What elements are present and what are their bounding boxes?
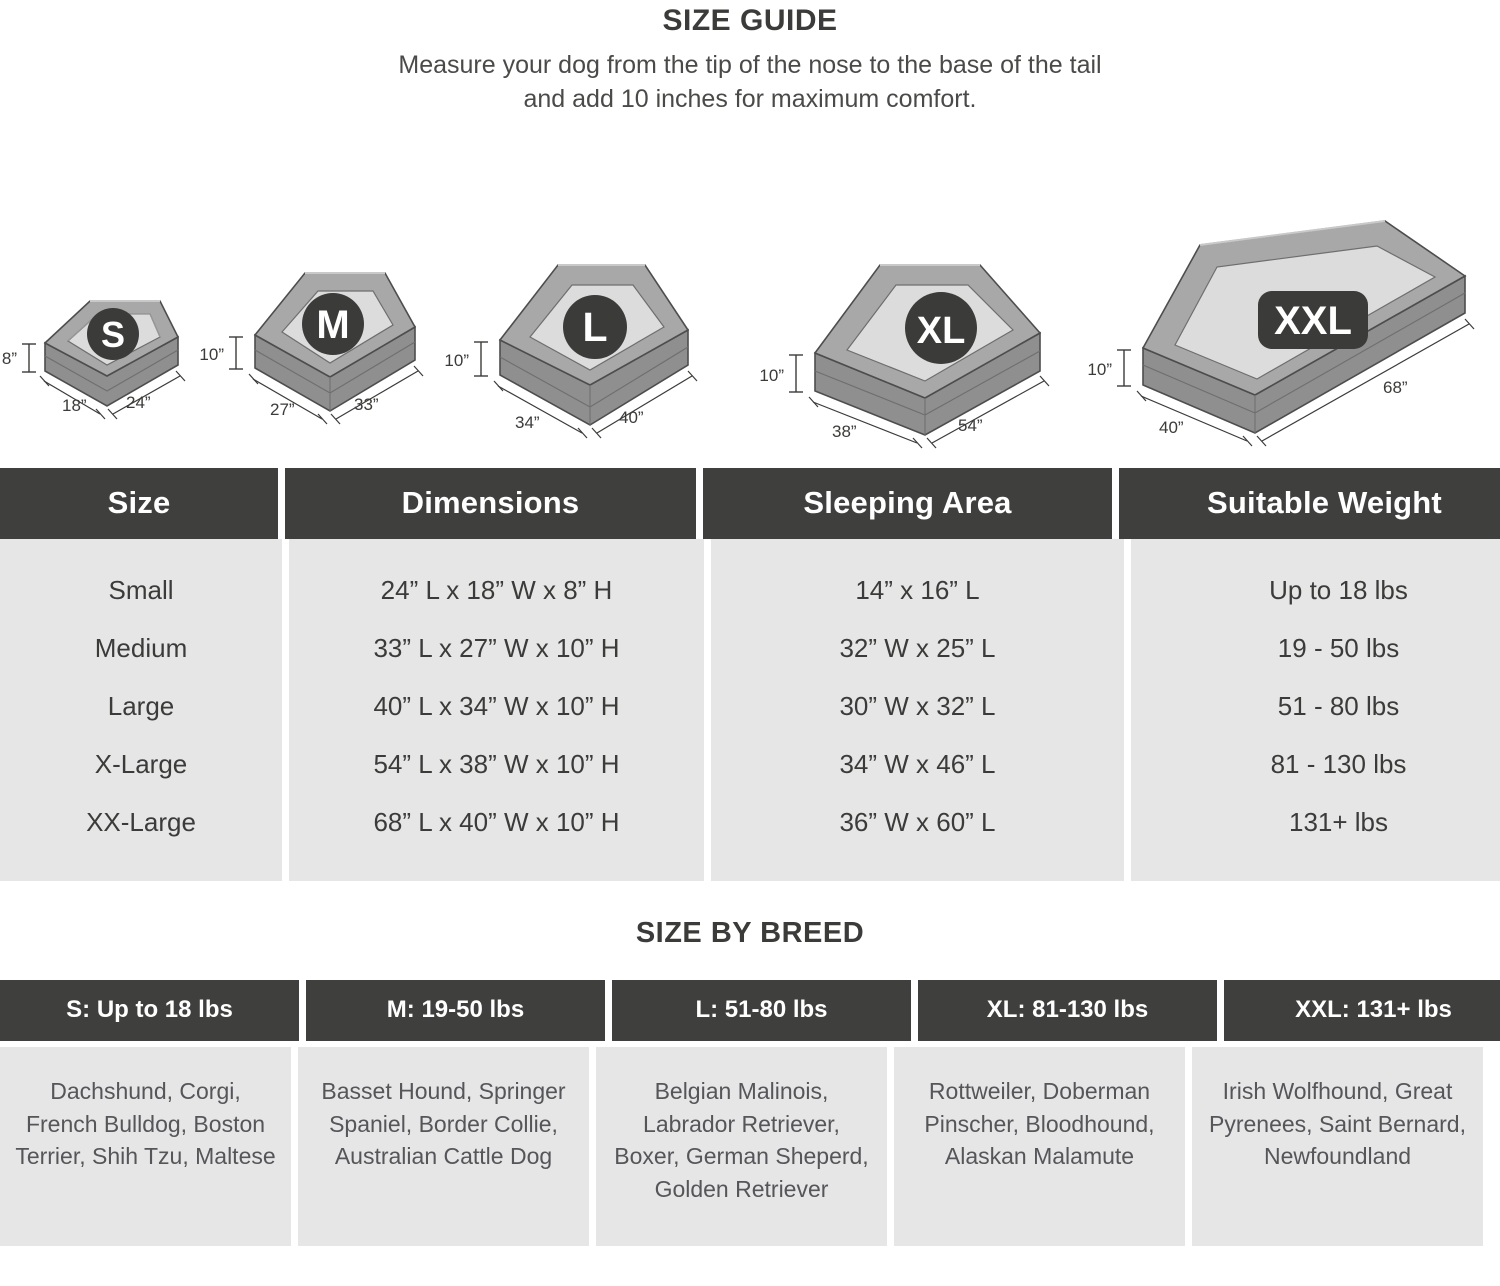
bed-illustration-s: S 8” 18” 24” <box>0 248 250 428</box>
breed-table: S: Up to 18 lbs M: 19-50 lbs L: 51-80 lb… <box>0 980 1500 1246</box>
dim-length-s <box>107 370 186 420</box>
size-table: Size Dimensions Sleeping Area Suitable W… <box>0 468 1500 881</box>
dim-width-xxl <box>1136 390 1253 447</box>
table-row: 14” x 16” L <box>855 575 980 605</box>
bed-illustration-xxl: XXL 10” 40” 68” <box>1087 203 1500 458</box>
dim-height-label-l: 10” <box>444 351 469 370</box>
breed-body-row: Dachshund, Corgi, French Bulldog, Boston… <box>0 1047 1500 1246</box>
dim-height-s <box>22 343 36 373</box>
dim-height-label-xl: 10” <box>759 366 784 385</box>
size-badge-label-s: S <box>101 314 125 355</box>
breed-header-xxl: XXL: 131+ lbs <box>1224 980 1500 1041</box>
size-table-body: Small Medium Large X-Large XX-Large 24” … <box>0 539 1500 881</box>
table-row: 81 - 130 lbs <box>1270 749 1407 779</box>
column-header-sleeping-area: Sleeping Area <box>703 468 1112 539</box>
size-badge-xl: XL <box>905 292 977 364</box>
column-header-size: Size <box>0 468 278 539</box>
table-row: 54” L x 38” W x 10” H <box>373 749 620 779</box>
dim-height-label-s: 8” <box>2 349 17 368</box>
breed-header-s: S: Up to 18 lbs <box>0 980 299 1041</box>
dim-width-label-s: 18” <box>62 396 87 415</box>
dim-length-xxl <box>1256 318 1475 447</box>
breed-header-row: S: Up to 18 lbs M: 19-50 lbs L: 51-80 lb… <box>0 980 1500 1041</box>
table-row: 33” L x 27” W x 10” H <box>373 633 620 663</box>
breed-list-m: Basset Hound, Springer Spaniel, Border C… <box>298 1047 589 1246</box>
dim-length-m <box>330 365 424 425</box>
dim-length-label-m: 33” <box>354 395 379 414</box>
dim-height-xxl <box>1117 349 1131 387</box>
size-badge-label-l: L <box>582 304 607 350</box>
size-badge-xxl: XXL <box>1258 291 1368 349</box>
table-row: Large <box>107 691 175 721</box>
dim-length-label-l: 40” <box>619 408 644 427</box>
dim-length-label-s: 24” <box>126 393 151 412</box>
dim-width-label-l: 34” <box>515 413 540 432</box>
column-header-dimensions: Dimensions <box>285 468 696 539</box>
subtitle-line-2: and add 10 inches for maximum comfort. <box>523 85 977 113</box>
dim-width-xl <box>808 396 923 449</box>
size-badge-label-xxl: XXL <box>1274 299 1352 343</box>
column-header-suitable-weight: Suitable Weight <box>1119 468 1500 539</box>
table-row: 68” L x 40” W x 10” H <box>373 807 620 837</box>
breed-list-l: Belgian Malinois, Labrador Retriever, Bo… <box>596 1047 887 1246</box>
dim-length-label-xl: 54” <box>958 416 983 435</box>
table-row: Medium <box>94 633 188 663</box>
bed-illustrations: S 8” 18” 24” <box>0 128 1500 458</box>
breed-header-m: M: 19-50 lbs <box>306 980 605 1041</box>
table-row: 32” W x 25” L <box>839 633 996 663</box>
bed-illustration-l: L 10” 34” 40” <box>440 215 770 450</box>
sleeping-area-column: 14” x 16” L 32” W x 25” L 30” W x 32” L … <box>711 539 1124 881</box>
subtitle-line-1: Measure your dog from the tip of the nos… <box>398 51 1102 79</box>
dim-length-label-xxl: 68” <box>1383 378 1408 397</box>
table-row: 36” W x 60” L <box>839 807 996 837</box>
size-badge-m: M <box>302 293 364 355</box>
table-row: 40” L x 34” W x 10” H <box>373 691 620 721</box>
page-subtitle: Measure your dog from the tip of the nos… <box>0 48 1500 116</box>
dim-width-s <box>39 375 106 420</box>
bed-illustration-xl: XL 10” 38” 54” <box>750 213 1120 458</box>
dim-length-l <box>591 370 698 439</box>
dim-length-xl <box>926 375 1050 449</box>
size-badge-s: S <box>87 308 139 360</box>
breed-list-xxl: Irish Wolfhound, Great Pyrenees, Saint B… <box>1192 1047 1483 1246</box>
page-title: SIZE GUIDE <box>662 4 838 37</box>
table-row: X-Large <box>94 749 188 779</box>
table-row: 19 - 50 lbs <box>1277 633 1400 663</box>
dim-height-label-m: 10” <box>199 345 224 364</box>
dim-height-m <box>229 336 243 370</box>
breed-section-title: SIZE BY BREED <box>635 917 865 949</box>
breed-header-xl: XL: 81-130 lbs <box>918 980 1217 1041</box>
page-header: SIZE GUIDE Measure your dog from the tip… <box>0 0 1500 116</box>
table-row: 24” L x 18” W x 8” H <box>380 575 613 605</box>
dim-height-l <box>474 341 488 377</box>
breed-list-xl: Rottweiler, Doberman Pinscher, Bloodhoun… <box>894 1047 1185 1246</box>
size-column: Small Medium Large X-Large XX-Large <box>0 539 282 881</box>
breed-list-s: Dachshund, Corgi, French Bulldog, Boston… <box>0 1047 291 1246</box>
size-table-header-row: Size Dimensions Sleeping Area Suitable W… <box>0 468 1500 539</box>
size-badge-l: L <box>563 295 627 359</box>
suitable-weight-column: Up to 18 lbs 19 - 50 lbs 51 - 80 lbs 81 … <box>1131 539 1500 881</box>
dim-width-label-m: 27” <box>270 400 295 419</box>
dim-width-label-xxl: 40” <box>1159 418 1184 437</box>
breed-header-l: L: 51-80 lbs <box>612 980 911 1041</box>
dim-height-xl <box>789 354 803 393</box>
dim-width-label-xl: 38” <box>832 422 857 441</box>
table-row: 34” W x 46” L <box>839 749 996 779</box>
table-row: 30” W x 32” L <box>839 691 996 721</box>
table-row: 131+ lbs <box>1288 807 1389 837</box>
dim-width-m <box>248 373 328 425</box>
dim-width-l <box>493 380 588 439</box>
dim-height-label-xxl: 10” <box>1087 360 1112 379</box>
bed-illustration-m: M 10” 27” 33” <box>199 225 490 440</box>
table-row: 51 - 80 lbs <box>1277 691 1400 721</box>
size-badge-label-m: M <box>316 303 349 347</box>
size-badge-label-xl: XL <box>917 310 966 352</box>
dimensions-column: 24” L x 18” W x 8” H 33” L x 27” W x 10”… <box>289 539 704 881</box>
table-row: Small <box>108 575 174 605</box>
table-row: XX-Large <box>86 807 196 837</box>
table-row: Up to 18 lbs <box>1269 575 1408 605</box>
